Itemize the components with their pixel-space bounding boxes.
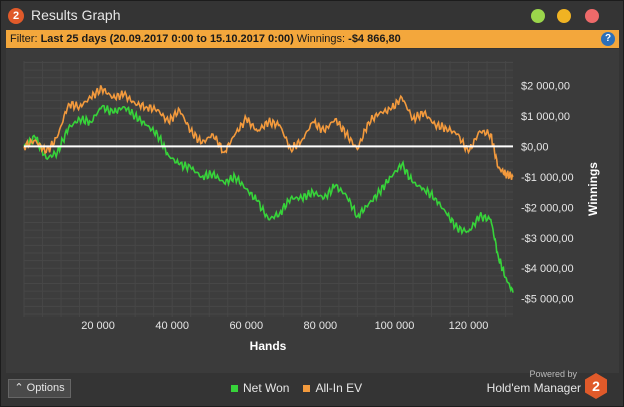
results-chart: $2 000,00 $1 000,00 $0,00 -$1 000,00 -$2 000… [6,49,619,373]
y-tick-label: -$3 000,00 [521,233,574,245]
y-tick-label: -$2 000,00 [521,202,574,214]
hm2-logo-icon: 2 [8,8,24,24]
window-title: Results Graph [31,7,121,23]
series-line-net-won [23,104,514,293]
help-icon[interactable]: ? [601,32,615,46]
legend-label-net-won: Net Won [243,381,290,395]
minimize-button[interactable] [557,9,571,23]
filter-label: Filter: [10,33,38,45]
x-tick-label: 20 000 [81,320,115,332]
x-tick-label: 40 000 [155,320,189,332]
y-tick-label: $0,00 [521,141,549,153]
close-button[interactable] [585,9,599,23]
options-button[interactable]: ⌃ Options [8,379,71,398]
legend-item-all-in-ev[interactable]: All-In EV [303,381,362,395]
y-tick-label: -$4 000,00 [521,263,574,275]
legend-item-net-won[interactable]: Net Won [231,381,289,395]
series-line-all-in-ev [23,85,514,180]
brand-name: Hold'em Manager [486,381,581,395]
x-tick-label: 120 000 [449,320,489,332]
y-tick-label: -$1 000,00 [521,172,574,184]
y-tick-label: $2 000,00 [521,80,570,92]
x-tick-label: 100 000 [375,320,415,332]
y-tick-label: $1 000,00 [521,111,570,123]
results-chart-svg: $2 000,00 $1 000,00 $0,00 -$1 000,00 -$2 000… [23,61,600,353]
legend-swatch-net-won [231,384,238,392]
options-label: Options [26,382,65,394]
chevron-up-icon: ⌃ [14,382,24,394]
legend-swatch-all-in-ev [303,384,311,392]
filter-bar[interactable]: Filter: Last 25 days (20.09.2017 0:00 to… [6,30,619,48]
maximize-button[interactable] [531,9,545,23]
powered-by-text: Powered by [529,369,577,379]
x-axis-label: Hands [250,339,287,353]
winnings-value: -$4 866,80 [348,33,401,45]
winnings-label: Winnings: [296,33,346,45]
x-tick-label: 60 000 [229,320,263,332]
hm2-brand-logo-icon: 2 [585,373,607,399]
x-tick-label: 80 000 [304,320,338,332]
filter-range: Last 25 days (20.09.2017 0:00 to 15.10.2… [40,33,294,45]
title-bar[interactable]: 2 Results Graph [1,1,623,31]
y-tick-label: -$5 000,00 [521,294,574,306]
plot-area [24,61,513,317]
y-axis-label: Winnings [586,162,600,216]
legend-label-all-in-ev: All-In EV [315,381,363,395]
chart-legend: Net Won All-In EV [231,381,376,395]
